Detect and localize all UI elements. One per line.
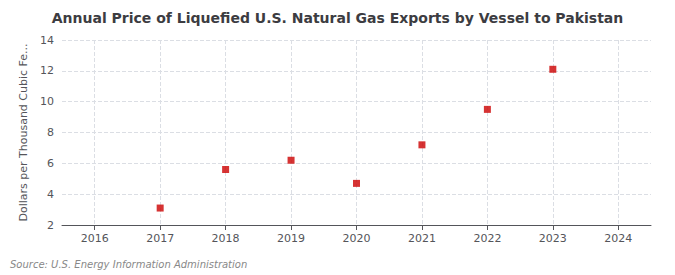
svg-text:2016: 2016 — [81, 232, 109, 245]
svg-text:2022: 2022 — [473, 232, 501, 245]
svg-text:2023: 2023 — [539, 232, 567, 245]
svg-text:14: 14 — [40, 34, 54, 47]
svg-text:2018: 2018 — [212, 232, 240, 245]
svg-text:2024: 2024 — [604, 232, 632, 245]
svg-text:Annual Price of Liquefied U.S.: Annual Price of Liquefied U.S. Natural G… — [52, 10, 624, 26]
svg-text:2019: 2019 — [277, 232, 305, 245]
svg-text:2: 2 — [47, 219, 54, 232]
svg-text:6: 6 — [47, 157, 54, 170]
svg-text:2020: 2020 — [343, 232, 371, 245]
svg-text:4: 4 — [47, 188, 54, 201]
svg-text:2021: 2021 — [408, 232, 436, 245]
svg-text:8: 8 — [47, 126, 54, 139]
svg-text:10: 10 — [40, 95, 54, 108]
svg-text:Dollars per Thousand Cubic Fe.: Dollars per Thousand Cubic Fe... — [17, 43, 30, 221]
svg-text:2017: 2017 — [146, 232, 174, 245]
svg-text:Source: U.S. Energy Informatio: Source: U.S. Energy Information Administ… — [10, 259, 247, 270]
svg-text:12: 12 — [40, 64, 54, 77]
